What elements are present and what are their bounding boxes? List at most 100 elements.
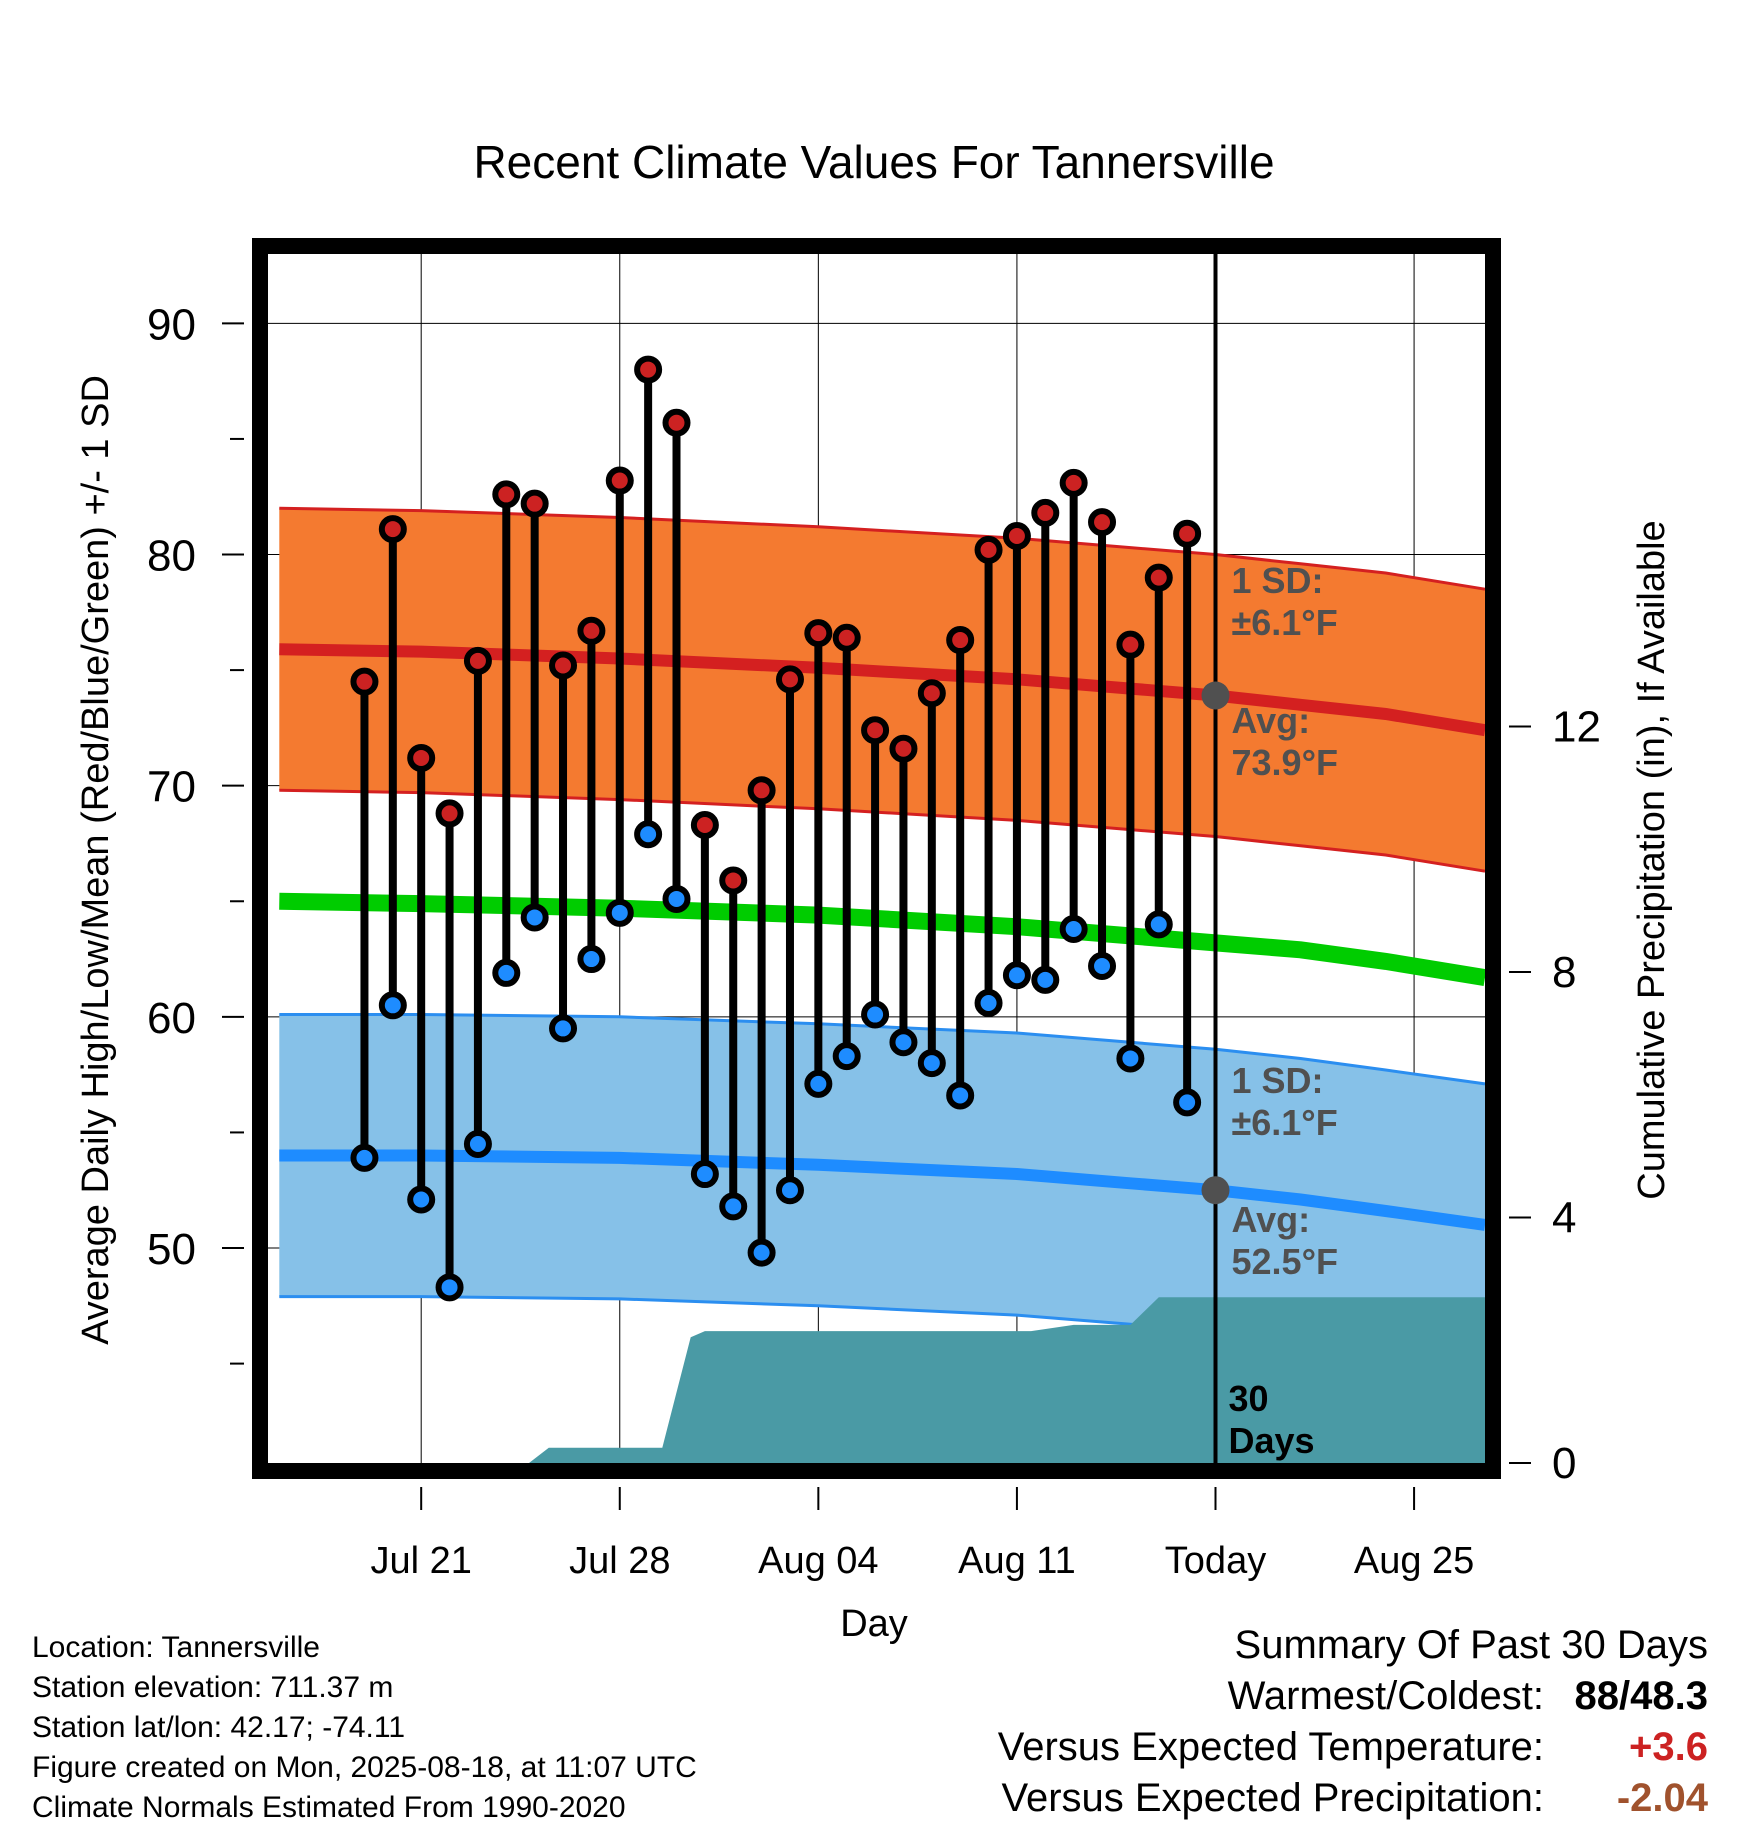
x-axis-label: Day	[840, 1603, 908, 1645]
plot-area: 1 SD: ±6.1°F Avg: 73.9°F 1 SD: ±6.1°F Avg: 52.5…	[268, 254, 1487, 1463]
daily-low-point	[1088, 951, 1117, 980]
daily-low-point	[1144, 910, 1173, 939]
daily-low-point	[435, 1273, 464, 1302]
low-avg-annotation: Avg: 52.5°F	[1232, 1199, 1338, 1282]
low-band-upper-edge	[279, 1013, 1486, 1086]
daily-low-point	[747, 1238, 776, 1267]
daily-high-point	[974, 535, 1003, 564]
daily-high-point	[407, 743, 436, 772]
daily-high-point	[492, 480, 521, 509]
daily-low-point	[804, 1069, 833, 1098]
x-tick-label: Today	[1165, 1540, 1266, 1582]
daily-low-point	[917, 1049, 946, 1078]
station-info: Location: Tannersville Station elevation…	[32, 1628, 697, 1828]
daily-low-point	[719, 1192, 748, 1221]
daily-high-point	[1116, 630, 1145, 659]
high-sd-annotation: 1 SD: ±6.1°F	[1232, 560, 1338, 643]
daily-low-point	[889, 1028, 918, 1057]
daily-high-point	[804, 619, 833, 648]
summary-panel: Summary Of Past 30 Days Warmest/Coldest:…	[998, 1620, 1708, 1824]
daily-low-point	[407, 1185, 436, 1214]
daily-high-point	[1002, 522, 1031, 551]
daily-high-point	[747, 776, 776, 805]
daily-low-point	[1173, 1088, 1202, 1117]
daily-high-point	[775, 665, 804, 694]
daily-low-point	[690, 1160, 719, 1189]
y2-axis-label: Cumulative Precipitation (in), If Availa…	[1631, 520, 1673, 1199]
daily-low-point	[861, 1000, 890, 1029]
warmest-coldest-label: Warmest/Coldest:	[1227, 1674, 1544, 1718]
daily-high-point	[832, 623, 861, 652]
daily-high-point	[662, 408, 691, 437]
normal-mean-line	[279, 892, 1487, 986]
x-tick-label: Aug 25	[1354, 1540, 1474, 1582]
y-tick-label: 50	[147, 1225, 196, 1274]
daily-low-point	[378, 991, 407, 1020]
y-tick-label: 90	[147, 300, 196, 349]
daily-high-point	[719, 866, 748, 895]
daily-high-point	[1059, 468, 1088, 497]
daily-high-point	[634, 355, 663, 384]
daily-low-point	[634, 820, 663, 849]
precip-area	[268, 1297, 1485, 1463]
temp-diff-label: Versus Expected Temperature:	[997, 1725, 1544, 1769]
daily-high-point	[1173, 519, 1202, 548]
daily-low-point	[605, 898, 634, 927]
temp-diff-row: Versus Expected Temperature: +3.6	[998, 1722, 1708, 1773]
y-tick-label: 60	[147, 994, 196, 1043]
daily-low-point	[1031, 965, 1060, 994]
y2-tick-label: 12	[1552, 703, 1601, 752]
precip-diff-value: -2.04	[1616, 1776, 1708, 1820]
daily-high-point	[378, 515, 407, 544]
y-tick-label: 80	[147, 532, 196, 581]
daily-high-point	[1031, 498, 1060, 527]
daily-low-point	[577, 945, 606, 974]
daily-high-point	[435, 799, 464, 828]
elevation-text: Station elevation: 711.37 m	[32, 1671, 394, 1704]
x-tick-label: Aug 04	[758, 1540, 878, 1582]
daily-high-point	[861, 716, 890, 745]
low-sd-annotation: 1 SD: ±6.1°F	[1232, 1060, 1338, 1143]
plot-frame	[252, 238, 1501, 1479]
x-tick-label: Jul 28	[569, 1540, 670, 1582]
daily-high-point	[577, 616, 606, 645]
precip-diff-row: Versus Expected Precipitation: -2.04	[998, 1773, 1708, 1824]
y2-tick-label: 4	[1552, 1194, 1576, 1243]
daily-low-point	[946, 1081, 975, 1110]
daily-high-point	[917, 679, 946, 708]
daily-high-point	[605, 466, 634, 495]
created-text: Figure created on Mon, 2025-08-18, at 11…	[32, 1751, 697, 1784]
daily-high-point	[549, 651, 578, 680]
daily-low-point	[549, 1014, 578, 1043]
location-text: Location: Tannersville	[32, 1631, 320, 1664]
daily-high-point	[690, 810, 719, 839]
axes: 50 60 70 80 90 0 4 8 12 Jul 21 Jul 28 Aug 04 Aug 11 T…	[147, 300, 1601, 1582]
daily-low-point	[463, 1129, 492, 1158]
precip-diff-label: Versus Expected Precipitation:	[1001, 1776, 1544, 1820]
daily-high-point	[1088, 508, 1117, 537]
daily-low-point	[1002, 961, 1031, 990]
daily-high-point	[463, 646, 492, 675]
high-avg-annotation: Avg: 73.9°F	[1232, 700, 1338, 783]
daily-low-point	[520, 903, 549, 932]
daily-high-point	[889, 734, 918, 763]
x-tick-label: Jul 21	[370, 1540, 471, 1582]
warmest-coldest-row: Warmest/Coldest: 88/48.3	[998, 1671, 1708, 1722]
daily-low-point	[492, 958, 521, 987]
daily-high-point	[1144, 563, 1173, 592]
daily-low-point	[350, 1143, 379, 1172]
summary-title: Summary Of Past 30 Days	[1234, 1623, 1708, 1667]
daily-high-point	[350, 667, 379, 696]
daily-low-point	[832, 1042, 861, 1071]
daily-low-point	[1059, 915, 1088, 944]
latlon-text: Station lat/lon: 42.17; -74.11	[32, 1711, 406, 1744]
daily-low-point	[775, 1176, 804, 1205]
daily-high-point	[946, 626, 975, 655]
x-tick-label: Aug 11	[958, 1540, 1076, 1582]
y2-tick-label: 8	[1552, 948, 1576, 997]
y2-tick-label: 0	[1552, 1439, 1576, 1488]
normal-low-line	[279, 1149, 1486, 1231]
daily-low-point	[662, 884, 691, 913]
normals-text: Climate Normals Estimated From 1990-2020	[32, 1791, 626, 1824]
daily-high-point	[520, 489, 549, 518]
